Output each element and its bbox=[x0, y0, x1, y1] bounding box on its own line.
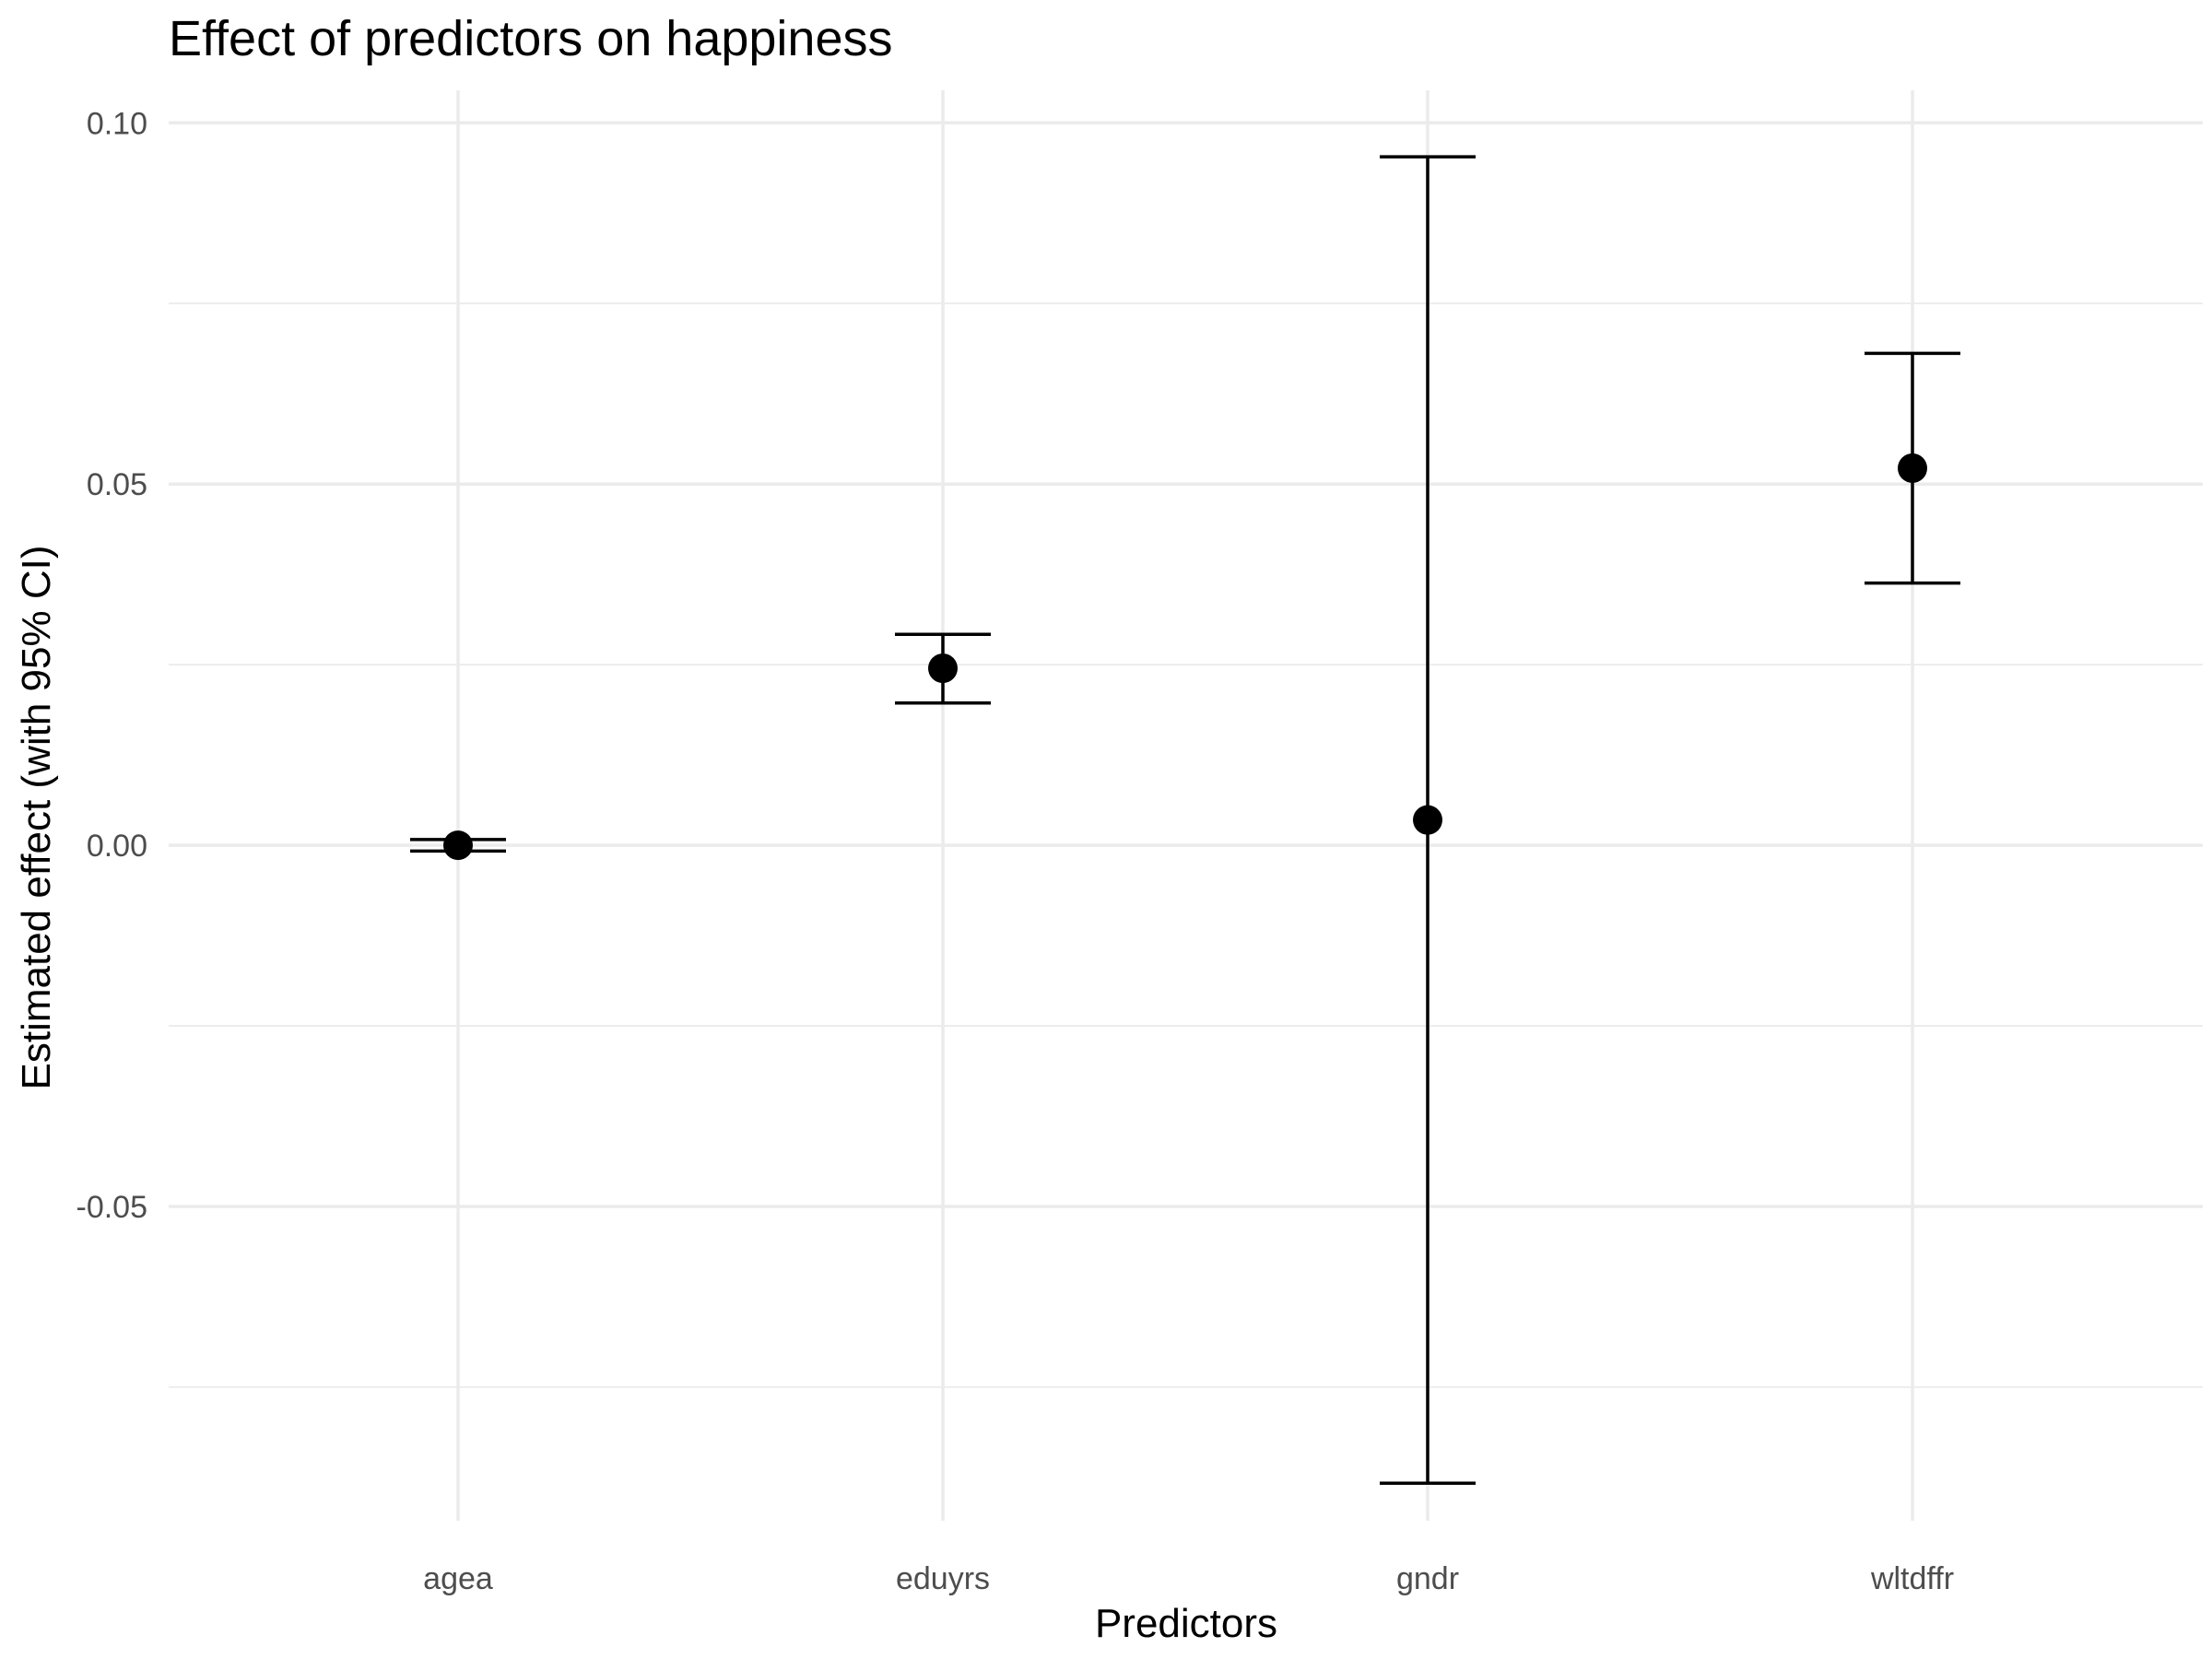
estimate-point-agea bbox=[443, 830, 473, 861]
x-tick-label-eduyrs: eduyrs bbox=[896, 1561, 990, 1596]
y-axis-title: Estimated effect (with 95% CI) bbox=[14, 546, 59, 1090]
y-tick-label-0: -0.05 bbox=[76, 1190, 148, 1225]
grid-lines bbox=[169, 90, 2203, 1521]
x-tick-label-wltdffr: wltdffr bbox=[1870, 1561, 1954, 1596]
x-axis-tick-labels: agea eduyrs gndr wltdffr bbox=[423, 1561, 1954, 1596]
estimate-point-eduyrs bbox=[928, 653, 958, 684]
x-tick-label-agea: agea bbox=[423, 1561, 493, 1596]
chart-title: Effect of predictors on happiness bbox=[169, 11, 892, 66]
estimate-point-wltdffr bbox=[1898, 453, 1927, 483]
x-tick-label-gndr: gndr bbox=[1396, 1561, 1459, 1596]
error-bars-and-points bbox=[410, 155, 1960, 1485]
y-tick-label-1: 0.00 bbox=[87, 829, 147, 864]
y-tick-label-3: 0.10 bbox=[87, 106, 147, 141]
y-axis-tick-labels: -0.05 0.00 0.05 0.10 bbox=[76, 106, 148, 1225]
y-tick-label-2: 0.05 bbox=[87, 467, 147, 502]
estimate-point-gndr bbox=[1413, 805, 1442, 835]
x-axis-title: Predictors bbox=[1095, 1601, 1277, 1646]
